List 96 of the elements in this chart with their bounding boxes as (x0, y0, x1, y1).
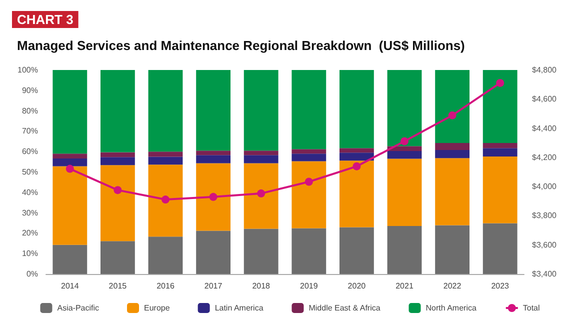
bar (148, 70, 183, 152)
bar (52, 70, 88, 154)
legend-label: Europe (144, 304, 170, 312)
point (162, 196, 170, 204)
point (352, 162, 361, 170)
y-tick-label: 0% (26, 270, 38, 278)
x-tick-label: 2021 (396, 282, 414, 290)
bar (100, 70, 135, 152)
bar (196, 155, 231, 164)
bar (292, 161, 326, 228)
bar (435, 143, 470, 150)
bar (196, 70, 231, 151)
legend-label: Total (522, 304, 540, 312)
point (400, 137, 408, 146)
bar (482, 223, 518, 274)
point (304, 178, 313, 186)
bar (148, 236, 183, 274)
bar (292, 70, 326, 150)
y2-tick-label: $4,800 (532, 66, 558, 74)
bar (482, 148, 518, 156)
bar (482, 143, 518, 148)
x-tick-label: 2016 (156, 282, 175, 290)
x-tick-label: 2014 (61, 282, 80, 290)
point (209, 192, 218, 201)
x-tick-label: 2023 (491, 282, 510, 290)
bar (435, 158, 470, 226)
point (114, 186, 122, 194)
y2-tick-label: $3,800 (532, 211, 558, 220)
legend-label: North America (426, 304, 477, 312)
bar (100, 152, 135, 158)
bar (339, 152, 374, 161)
y-tick-label: 40% (22, 188, 38, 197)
bar (339, 148, 374, 153)
bar (482, 70, 518, 144)
bar (387, 158, 422, 226)
bar (387, 226, 422, 274)
bar (100, 241, 135, 274)
bar (244, 228, 278, 274)
x-tick-label: 2018 (252, 282, 271, 290)
y-tick-label: 10% (22, 249, 38, 258)
y2-tick-label: $4,400 (532, 124, 558, 133)
bar (339, 70, 374, 148)
bar (148, 152, 183, 157)
bar (387, 70, 422, 146)
bar (292, 228, 326, 274)
bar (292, 149, 326, 154)
y-tick-label: 20% (22, 228, 38, 238)
y2-tick-label: $4,200 (532, 152, 558, 162)
legend-label: Asia-Pacific (57, 304, 100, 312)
bar (100, 165, 135, 242)
y-tick-label: 70% (22, 126, 38, 136)
bar (244, 150, 278, 156)
point (496, 78, 504, 87)
x-tick-label: 2015 (108, 282, 128, 290)
bar (52, 166, 88, 245)
y-tick-label: 30% (22, 208, 38, 218)
bar (244, 155, 278, 164)
bar (244, 70, 278, 151)
bar (482, 156, 518, 224)
legend-label: Middle East & Africa (308, 304, 381, 312)
bar (339, 160, 374, 228)
point (448, 111, 456, 120)
bar (196, 163, 231, 231)
bar (435, 70, 470, 144)
bar (339, 227, 374, 274)
bar (244, 163, 278, 229)
y-tick-label: 80% (22, 106, 38, 116)
y-tick-label: 50% (22, 168, 38, 176)
bar (52, 244, 88, 274)
x-tick-label: 2019 (300, 282, 318, 290)
x-tick-label: 2022 (443, 282, 462, 290)
y2-tick-label: $4,000 (532, 182, 558, 192)
bar (148, 164, 183, 237)
y-tick-label: 60% (22, 147, 38, 156)
y-tick-label: 90% (22, 86, 38, 95)
bar (100, 157, 135, 166)
bar (148, 156, 183, 165)
point (257, 189, 266, 198)
bar (292, 154, 326, 162)
x-tick-label: 2020 (348, 282, 366, 290)
y-tick-label: 100% (18, 66, 38, 74)
y2-tick-label: $4,600 (532, 94, 558, 104)
bar (435, 150, 470, 158)
caption: CHART 3 (17, 12, 74, 27)
y2-tick-label: $3,600 (532, 240, 558, 250)
bar (52, 154, 88, 159)
bar (196, 230, 231, 274)
bar (435, 225, 470, 274)
x-tick-label: 2017 (204, 282, 223, 290)
chart-title: Managed Services and Maintenance Regional Breakdown (US$ Millions) (17, 38, 465, 53)
point (66, 164, 74, 173)
bar (387, 150, 422, 159)
bar (196, 150, 231, 156)
legend-label: Latin America (214, 304, 264, 312)
y2-tick-label: $3,400 (532, 270, 558, 278)
bar (52, 158, 88, 166)
